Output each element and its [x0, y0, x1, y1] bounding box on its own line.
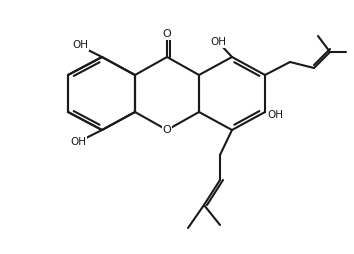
Text: OH: OH	[72, 40, 88, 50]
Text: OH: OH	[210, 37, 226, 47]
Text: OH: OH	[267, 110, 283, 120]
Text: O: O	[162, 125, 171, 135]
Text: OH: OH	[70, 137, 86, 147]
Text: O: O	[162, 29, 171, 39]
